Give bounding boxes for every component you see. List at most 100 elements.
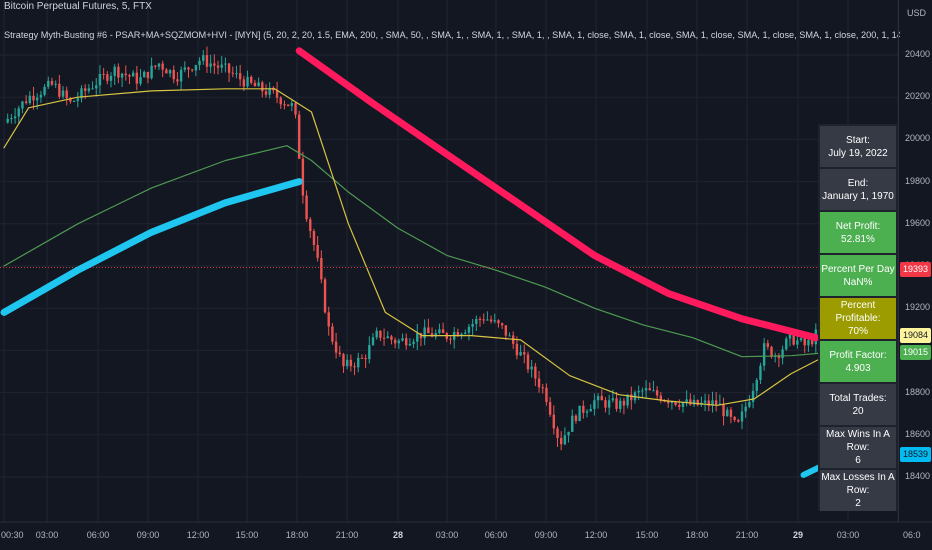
candle: [759, 365, 762, 380]
candle: [205, 55, 209, 67]
candle: [619, 400, 622, 409]
candle: [227, 63, 231, 73]
candle: [283, 104, 286, 106]
stat-label: Max Losses In A Row:: [821, 472, 895, 496]
candle: [500, 323, 504, 326]
candle: [113, 66, 116, 76]
candle: [681, 402, 685, 407]
candle: [788, 333, 792, 339]
chart-plot-area: [0, 46, 898, 451]
candle: [135, 72, 139, 84]
candle: [718, 403, 722, 405]
candle: [674, 401, 677, 405]
candle: [434, 333, 437, 337]
candle: [711, 400, 714, 406]
candle: [810, 340, 814, 345]
price-tick-label: 19800: [905, 175, 931, 186]
price-axis[interactable]: USD: [898, 0, 932, 522]
candle: [54, 83, 57, 85]
candle: [637, 390, 640, 393]
candle: [497, 320, 500, 324]
price-tag: 19084: [900, 328, 931, 343]
strategy-stats-table: Start: July 19, 2022 End: January 1, 1970 Ne…: [818, 124, 898, 511]
time-tick-label: 00:30: [1, 530, 24, 540]
candle: [375, 330, 378, 338]
candle: [652, 390, 655, 392]
price-tick-label: 18400: [905, 471, 931, 481]
stat-value: 52.81%: [841, 233, 875, 245]
price-tick-label: 19200: [905, 302, 931, 313]
candle: [231, 72, 234, 74]
candle: [770, 346, 773, 357]
candle: [65, 90, 68, 99]
candle: [146, 71, 150, 79]
candle: [777, 355, 781, 359]
stat-cell: Percent Profitable: 70%: [820, 298, 896, 339]
candle: [692, 399, 696, 405]
stat-value: NaN%: [843, 276, 873, 288]
strategy-legend[interactable]: Strategy Myth-Busting #6 - PSAR+MA+SQZMO…: [4, 30, 900, 40]
candle: [393, 339, 397, 344]
stat-label: Percent Per Day: [821, 263, 895, 275]
psar-bull-band: [0, 178, 303, 316]
candle: [36, 97, 39, 101]
candle: [128, 75, 131, 77]
time-tick-label: 03:00: [836, 530, 860, 540]
candle: [648, 388, 651, 391]
candle: [607, 400, 611, 408]
candle: [508, 335, 511, 337]
price-tick-label: 18600: [905, 428, 931, 439]
candle: [729, 409, 733, 417]
candle: [807, 340, 810, 346]
candle: [596, 395, 600, 401]
stat-value: July 19, 2022: [828, 147, 888, 159]
candle: [504, 325, 508, 336]
candle: [615, 398, 618, 409]
candle: [161, 63, 164, 70]
candle: [644, 388, 648, 391]
stat-cell: Max Losses In A Row: 2: [820, 470, 896, 511]
candle: [275, 90, 279, 98]
candle: [250, 76, 253, 83]
candle: [408, 344, 412, 346]
candle: [165, 69, 168, 74]
candle: [685, 399, 688, 403]
candle: [32, 95, 35, 101]
candle: [10, 118, 13, 120]
candle: [523, 352, 526, 355]
candle: [168, 70, 172, 74]
candle: [526, 354, 530, 370]
stat-label: Net Profit:: [835, 220, 881, 232]
candle: [471, 323, 474, 327]
candle: [493, 320, 496, 322]
candle: [338, 352, 341, 355]
candle: [803, 338, 806, 346]
stat-value: January 1, 1970: [822, 190, 894, 202]
time-tick-label: 09:00: [534, 530, 558, 540]
candle: [202, 55, 205, 61]
candle: [781, 349, 784, 359]
candle: [467, 326, 471, 333]
candle: [345, 359, 349, 367]
candle: [762, 343, 766, 366]
candle: [478, 318, 482, 320]
time-tick-label: 18:00: [685, 530, 709, 540]
candle: [286, 104, 290, 106]
candle: [419, 333, 423, 339]
candle: [559, 437, 563, 445]
candle: [611, 398, 615, 401]
candle: [486, 319, 489, 321]
candle: [298, 114, 301, 159]
symbol-title[interactable]: Bitcoin Perpetual Futures, 5, FTX: [4, 1, 152, 12]
candle: [102, 73, 105, 75]
ema-200-line: [3, 145, 861, 358]
time-tick-label: 15:00: [235, 530, 259, 540]
candle: [751, 390, 755, 402]
candle: [548, 401, 552, 415]
candle: [689, 399, 692, 405]
candle: [139, 77, 142, 84]
candle: [294, 103, 297, 115]
candle: [320, 257, 323, 280]
price-tick-label: 18800: [905, 386, 931, 397]
